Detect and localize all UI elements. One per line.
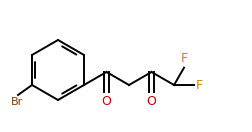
Text: F: F <box>180 52 187 65</box>
Text: Br: Br <box>11 97 23 107</box>
Text: O: O <box>146 95 156 108</box>
Text: F: F <box>195 79 202 91</box>
Text: O: O <box>101 95 111 108</box>
